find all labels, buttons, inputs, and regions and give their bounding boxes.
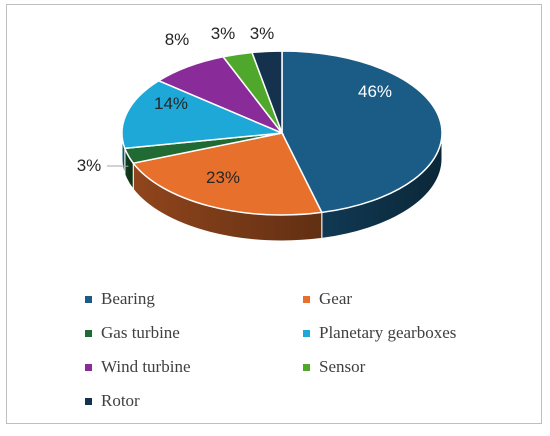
legend-item-planetary-gearboxes: Planetary gearboxes bbox=[303, 321, 525, 345]
legend-label-wind-turbine: Wind turbine bbox=[101, 357, 191, 376]
pie-chart: 46% 23% 3% 14% 8% 3% 3% bbox=[77, 24, 443, 242]
legend-item-sensor: Sensor bbox=[303, 355, 525, 379]
legend-swatch-rotor bbox=[85, 397, 92, 405]
pie-slice-rotor bbox=[250, 50, 283, 134]
legend-swatch-planetary-gearboxes bbox=[303, 329, 310, 337]
pie-tops bbox=[121, 50, 443, 216]
legend-label-gas-turbine: Gas turbine bbox=[101, 323, 180, 342]
pie-slice-planetary-gearboxes bbox=[121, 79, 283, 150]
legend-label-sensor: Sensor bbox=[319, 357, 366, 376]
legend-item-bearing: Bearing bbox=[85, 287, 303, 311]
legend-swatch-gas-turbine bbox=[85, 329, 92, 337]
legend-swatch-sensor bbox=[303, 363, 310, 371]
pie-slice-bearing bbox=[281, 50, 443, 214]
legend-item-wind-turbine: Wind turbine bbox=[85, 355, 303, 379]
data-label-gas-turbine: 3% bbox=[77, 156, 102, 175]
legend-label-bearing: Bearing bbox=[101, 289, 155, 308]
data-label-wind-turbine: 8% bbox=[165, 30, 190, 49]
legend-label-rotor: Rotor bbox=[101, 391, 140, 410]
legend-swatch-wind-turbine bbox=[85, 363, 92, 371]
legend-swatch-bearing bbox=[85, 295, 92, 303]
data-label-sensor: 3% bbox=[211, 24, 236, 43]
legend-label-gear: Gear bbox=[319, 289, 353, 308]
data-label-gear: 23% bbox=[206, 168, 240, 187]
legend-item-gear: Gear bbox=[303, 287, 525, 311]
legend-swatch-gear bbox=[303, 295, 310, 303]
chart-frame: 46% 23% 3% 14% 8% 3% 3% Bearing Gear Gas turbi… bbox=[6, 4, 542, 424]
data-label-bearing: 46% bbox=[358, 82, 392, 101]
legend: Bearing Gear Gas turbine Planetary gearb… bbox=[85, 287, 525, 413]
legend-item-gas-turbine: Gas turbine bbox=[85, 321, 303, 345]
data-labels: 46% 23% 3% 14% 8% 3% 3% bbox=[77, 24, 392, 187]
pie-slice-gear bbox=[131, 132, 323, 216]
data-label-planetary-gearboxes: 14% bbox=[154, 94, 188, 113]
legend-label-planetary-gearboxes: Planetary gearboxes bbox=[319, 323, 457, 342]
legend-item-rotor: Rotor bbox=[85, 389, 303, 413]
data-label-rotor: 3% bbox=[250, 24, 275, 43]
